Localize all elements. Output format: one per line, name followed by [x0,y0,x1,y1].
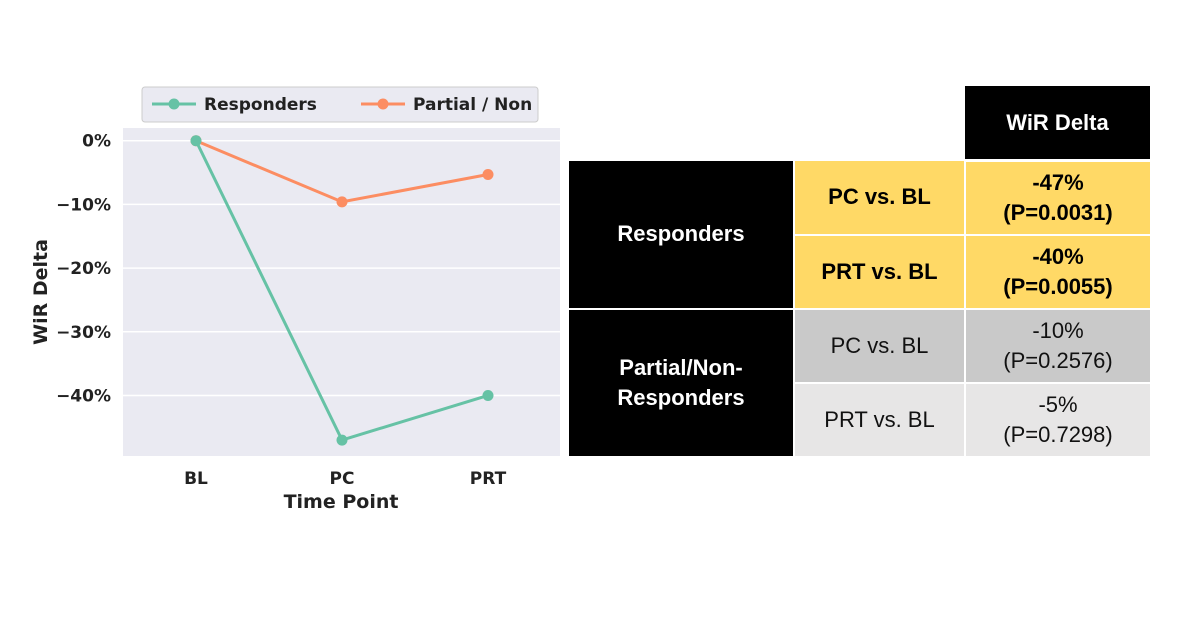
gridlines [123,139,560,397]
group-label-line1: Partial/Non- [619,355,743,381]
legend-marker-partial-non [377,98,389,110]
legend-marker-responders [168,98,180,110]
y-tick-label: −20% [56,259,111,279]
data-point-responders [190,135,202,147]
y-axis-title: WiR Delta [30,239,52,345]
comparison-cell: PC vs. BL [793,160,965,236]
delta-value: -47% [1032,170,1084,196]
legend-label-responders: Responders [204,95,317,115]
p-value: (P=0.7298) [1003,422,1113,447]
table-corner [569,86,965,161]
data-point-responders [336,434,348,446]
data-point-partial-non [336,196,348,208]
legend-box [141,86,539,123]
y-tick-label: −30% [56,323,111,343]
delta-value: -40% [1032,244,1084,270]
x-tick-label: PC [330,469,355,489]
x-tick-labels: BL PC PRT [184,469,506,489]
plot-area [123,128,560,456]
p-value: (P=0.0055) [1003,274,1113,299]
p-value: (P=0.2576) [1003,348,1113,373]
delta-cell: -47% (P=0.0031) [964,160,1150,236]
wir-delta-table: WiR Delta Responders PC vs. BL -47% (P=0… [569,86,1150,456]
delta-value: -10% [1032,318,1084,344]
legend: Responders Partial / Non [141,86,539,123]
delta-cell: -10% (P=0.2576) [964,309,1150,384]
x-tick-label: BL [184,469,208,489]
group-label-responders: Responders [569,160,794,310]
x-axis-title: Time Point [284,491,399,513]
y-tick-labels: 0% −10% −20% −30% −40% [56,132,111,407]
data-point-responders [482,389,494,401]
table-header-wir-delta: WiR Delta [965,86,1150,162]
p-value: (P=0.0031) [1003,200,1113,225]
delta-cell: -5% (P=0.7298) [964,383,1150,456]
wir-delta-line-chart: 0% −10% −20% −30% −40% BL PC PRT Time Point Wi… [30,86,560,513]
comparison-cell: PRT vs. BL [793,383,965,456]
delta-value: -5% [1038,392,1078,418]
y-tick-label: 0% [82,132,111,152]
group-label-partial-non-responders: Partial/Non- Responders [569,309,794,456]
x-tick-label: PRT [470,469,507,489]
comparison-cell: PRT vs. BL [793,235,965,310]
group-label-line2: Responders [617,385,745,410]
comparison-cell: PC vs. BL [793,309,965,384]
data-point-partial-non [482,168,494,180]
legend-label-partial-non: Partial / Non [413,95,532,115]
series-lines [190,135,494,446]
y-tick-label: −10% [56,195,111,215]
delta-cell: -40% (P=0.0055) [964,235,1150,310]
y-tick-label: −40% [56,386,111,406]
